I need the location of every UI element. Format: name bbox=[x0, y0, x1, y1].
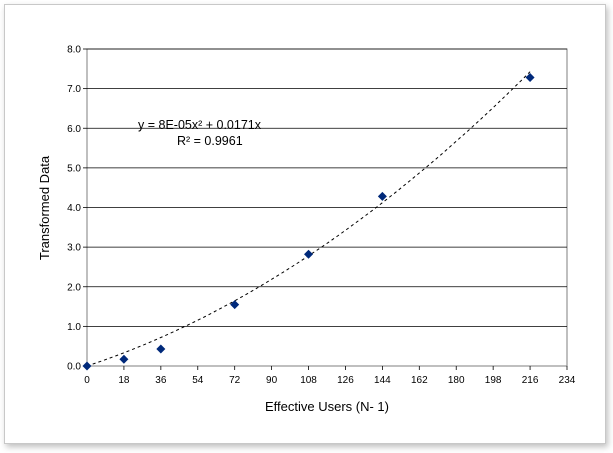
x-tick-label: 180 bbox=[448, 375, 465, 386]
x-axis-ticks: 0 18 36 54 72 90 108 126 144 162 180 198 216 234 bbox=[84, 366, 576, 386]
y-axis-ticks: 0.0 1.0 2.0 3.0 4.0 5.0 6.0 7.0 8.0 bbox=[67, 45, 87, 373]
y-tick-label: 2.0 bbox=[67, 282, 81, 293]
x-tick-label: 72 bbox=[229, 375, 241, 386]
x-tick-label: 144 bbox=[374, 375, 391, 386]
data-points bbox=[82, 73, 535, 371]
trendline-equation: y = 8E-05x² + 0.0171x bbox=[138, 118, 262, 132]
y-tick-label: 1.0 bbox=[67, 322, 81, 333]
data-point bbox=[82, 361, 92, 371]
y-tick-label: 3.0 bbox=[67, 243, 81, 254]
x-tick-label: 198 bbox=[485, 375, 502, 386]
scatter-chart: 0.0 1.0 2.0 3.0 4.0 5.0 6.0 7.0 8.0 0 18 36 54 72 90 1… bbox=[37, 45, 576, 415]
x-tick-label: 18 bbox=[118, 375, 130, 386]
y-tick-label: 0.0 bbox=[67, 362, 81, 373]
x-tick-label: 36 bbox=[155, 375, 167, 386]
x-tick-label: 108 bbox=[300, 375, 317, 386]
data-point bbox=[156, 344, 166, 354]
y-tick-label: 6.0 bbox=[67, 124, 81, 135]
data-point bbox=[230, 300, 240, 310]
data-point bbox=[377, 191, 387, 201]
y-tick-label: 7.0 bbox=[67, 84, 81, 95]
x-tick-label: 216 bbox=[522, 375, 539, 386]
chart-frame: 0.0 1.0 2.0 3.0 4.0 5.0 6.0 7.0 8.0 0 18 36 54 72 90 1… bbox=[4, 4, 606, 444]
x-tick-label: 0 bbox=[84, 375, 90, 386]
x-tick-label: 54 bbox=[192, 375, 204, 386]
x-tick-label: 126 bbox=[337, 375, 354, 386]
x-tick-label: 90 bbox=[266, 375, 278, 386]
data-point bbox=[304, 249, 314, 259]
r-squared-label: R² = 0.9961 bbox=[177, 134, 243, 148]
x-axis-title: Effective Users (N- 1) bbox=[265, 399, 389, 414]
y-tick-label: 4.0 bbox=[67, 203, 81, 214]
y-tick-label: 8.0 bbox=[67, 45, 81, 56]
y-axis-title: Transformed Data bbox=[37, 155, 52, 260]
y-tick-label: 5.0 bbox=[67, 163, 81, 174]
data-point bbox=[525, 73, 535, 83]
x-tick-label: 234 bbox=[559, 375, 576, 386]
gridlines bbox=[87, 48, 567, 327]
x-tick-label: 162 bbox=[411, 375, 428, 386]
data-point bbox=[119, 354, 129, 364]
